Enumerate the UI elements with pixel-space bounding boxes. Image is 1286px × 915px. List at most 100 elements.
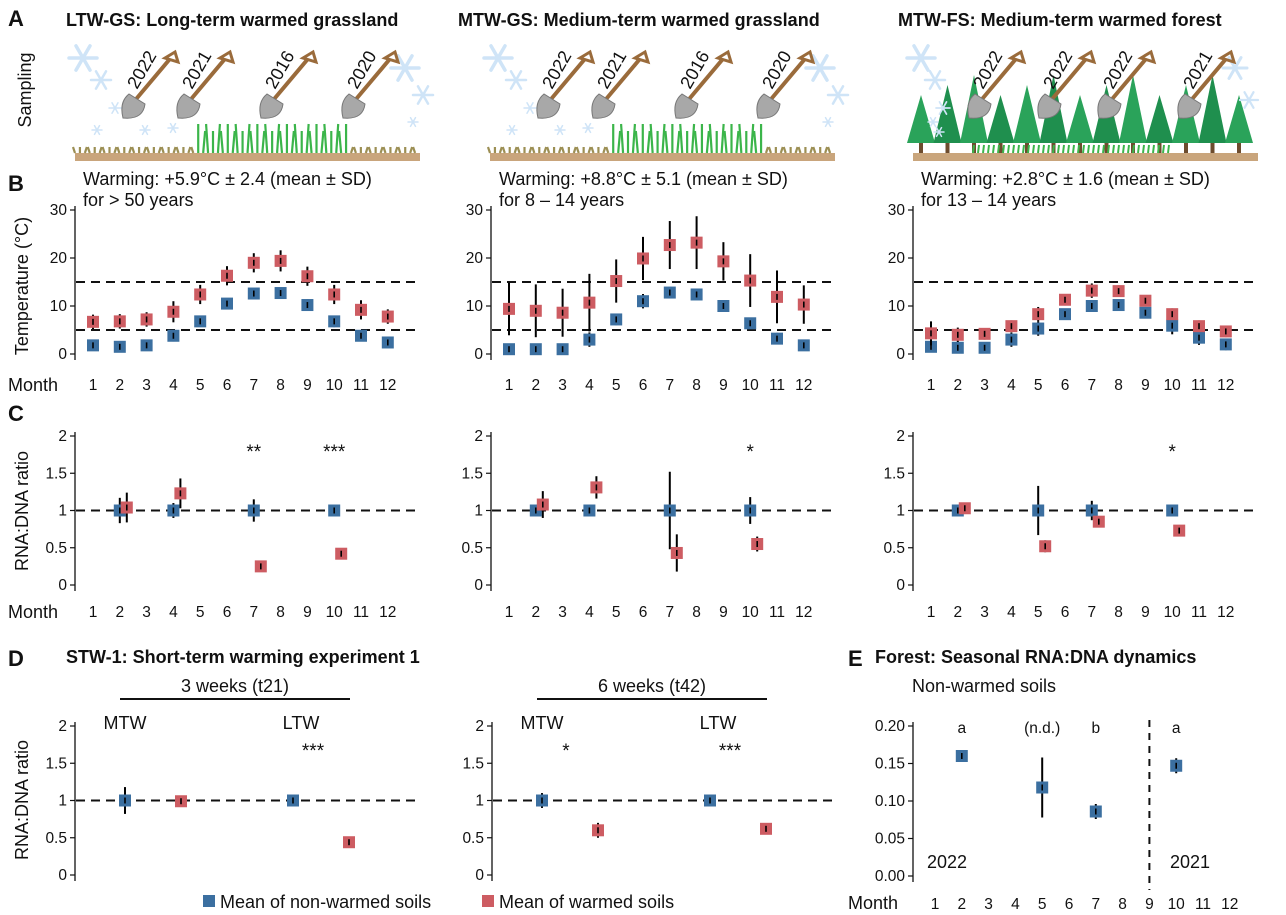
grass-blade	[204, 123, 210, 154]
y-tick-label: 0.5	[461, 540, 483, 557]
snowflake-icon	[89, 70, 113, 90]
x-tick-label: 12	[379, 604, 396, 621]
y-tick-label: 0	[58, 577, 67, 594]
grass-blade	[1002, 144, 1005, 154]
panel-label-E: E	[848, 646, 863, 671]
grass-blade	[543, 146, 548, 154]
grass-blade	[824, 146, 829, 154]
warming-duration-MTW-FS: for 13 – 14 years	[921, 190, 1056, 210]
y-tick-label: 1	[896, 503, 905, 520]
tree-icon	[1066, 95, 1094, 153]
x-tick-label: 2	[957, 896, 966, 913]
x-tick-label: 8	[1114, 604, 1123, 621]
x-tick-label: 1	[89, 604, 98, 621]
grass-blade	[1032, 144, 1035, 154]
grass-blade	[708, 123, 713, 154]
y-tick-label: 2	[58, 428, 67, 445]
snowflake-icon	[933, 126, 945, 138]
y-tick-label: 1	[58, 503, 67, 520]
shovel-year-label: 2022	[1039, 47, 1076, 92]
grass-blade	[797, 146, 802, 154]
grass-blade	[323, 123, 328, 154]
x-tick-label: 7	[665, 604, 674, 621]
x-tick-label: 11	[1191, 377, 1207, 394]
x-tick-label: 2	[115, 604, 124, 621]
grass-blade	[531, 146, 536, 154]
snowflake-icon	[108, 102, 122, 114]
significance-marker: ***	[302, 741, 325, 762]
grass-blade	[98, 146, 103, 154]
grass-blade	[382, 146, 387, 154]
grass-blade	[528, 146, 533, 154]
snowflake-icon	[1238, 91, 1260, 109]
grass-blade	[86, 146, 91, 154]
x-tick-label: 5	[1034, 377, 1043, 394]
group-letter: (n.d.)	[1024, 720, 1060, 737]
x-tick-label: 1	[927, 377, 936, 394]
rna-dna-chart-MTW-FS: 00.511.521 2 3 4 5 6 7 8 9 10 11 12*	[883, 428, 1256, 621]
grass-blade	[516, 146, 521, 154]
significance-marker: *	[562, 741, 570, 762]
grass-blade	[113, 146, 118, 154]
grass-blade	[142, 146, 148, 154]
y-tick-label: 0	[474, 577, 483, 594]
grass-blade	[190, 146, 195, 154]
shovel-icon: 2022	[536, 47, 596, 119]
x-tick-label: 10	[326, 377, 344, 394]
panel-label-B: B	[8, 171, 24, 196]
x-tick-label: 9	[1141, 377, 1150, 394]
grass-blade	[412, 146, 417, 154]
grass-blade	[1047, 144, 1050, 154]
grass-blade	[308, 130, 313, 154]
x-tick-label: 3	[980, 377, 989, 394]
grass-blade	[1142, 144, 1145, 154]
x-tick-label: 4	[169, 604, 178, 621]
tree-icon	[1198, 75, 1227, 153]
grass-blade	[1107, 144, 1110, 154]
x-tick-label: 8	[1118, 896, 1127, 913]
x-tick-label: 7	[1087, 604, 1096, 621]
snowflake-icon	[1221, 56, 1249, 80]
grass-blade	[972, 144, 975, 154]
grass-blade	[723, 130, 728, 154]
x-tick-label: 9	[719, 604, 728, 621]
y-tick-label: 0.15	[875, 756, 905, 773]
group-letter: b	[1091, 720, 1100, 737]
x-tick-label: 10	[742, 377, 760, 394]
x-tick-label: 9	[303, 377, 312, 394]
x-tick-label: 12	[1217, 604, 1234, 621]
x-tick-label: 12	[1221, 896, 1238, 913]
snowflake-icon	[482, 44, 514, 72]
grass-blade	[634, 130, 639, 154]
shovel-icon: 2021	[591, 47, 651, 119]
y-tick-label: 1	[58, 793, 67, 810]
grass-blade	[1022, 144, 1025, 154]
y-tick-label: 1.5	[45, 465, 67, 482]
y-tick-label: 2	[58, 718, 67, 735]
x-tick-label: 11	[1191, 604, 1207, 621]
snowflake-icon	[91, 124, 103, 136]
warming-summary-MTW-GS: Warming: +8.8°C ± 5.1 (mean ± SD)	[499, 169, 788, 189]
x-tick-label: 12	[379, 377, 396, 394]
y-tick-label: 0	[896, 577, 905, 594]
category-label: LTW	[283, 713, 320, 733]
x-tick-label: 12	[795, 377, 812, 394]
x-tick-label: 7	[1091, 896, 1100, 913]
grass-blade	[234, 123, 239, 154]
shovel-year-label: 2022	[123, 47, 160, 92]
grass-blade	[590, 146, 595, 154]
x-tick-label: 8	[692, 377, 701, 394]
x-tick-label: 7	[249, 604, 258, 621]
grass-blade	[1062, 144, 1065, 154]
snowflake-icon	[927, 116, 939, 128]
y-tick-label: 1.5	[45, 755, 67, 772]
grass-blade	[764, 146, 770, 154]
x-axis-title-month: Month	[8, 375, 58, 395]
grass-blade	[246, 123, 251, 154]
group-label: 6 weeks (t42)	[598, 676, 706, 696]
x-tick-label: 1	[927, 604, 936, 621]
grass-blade	[261, 130, 266, 154]
grass-blade	[753, 130, 758, 154]
